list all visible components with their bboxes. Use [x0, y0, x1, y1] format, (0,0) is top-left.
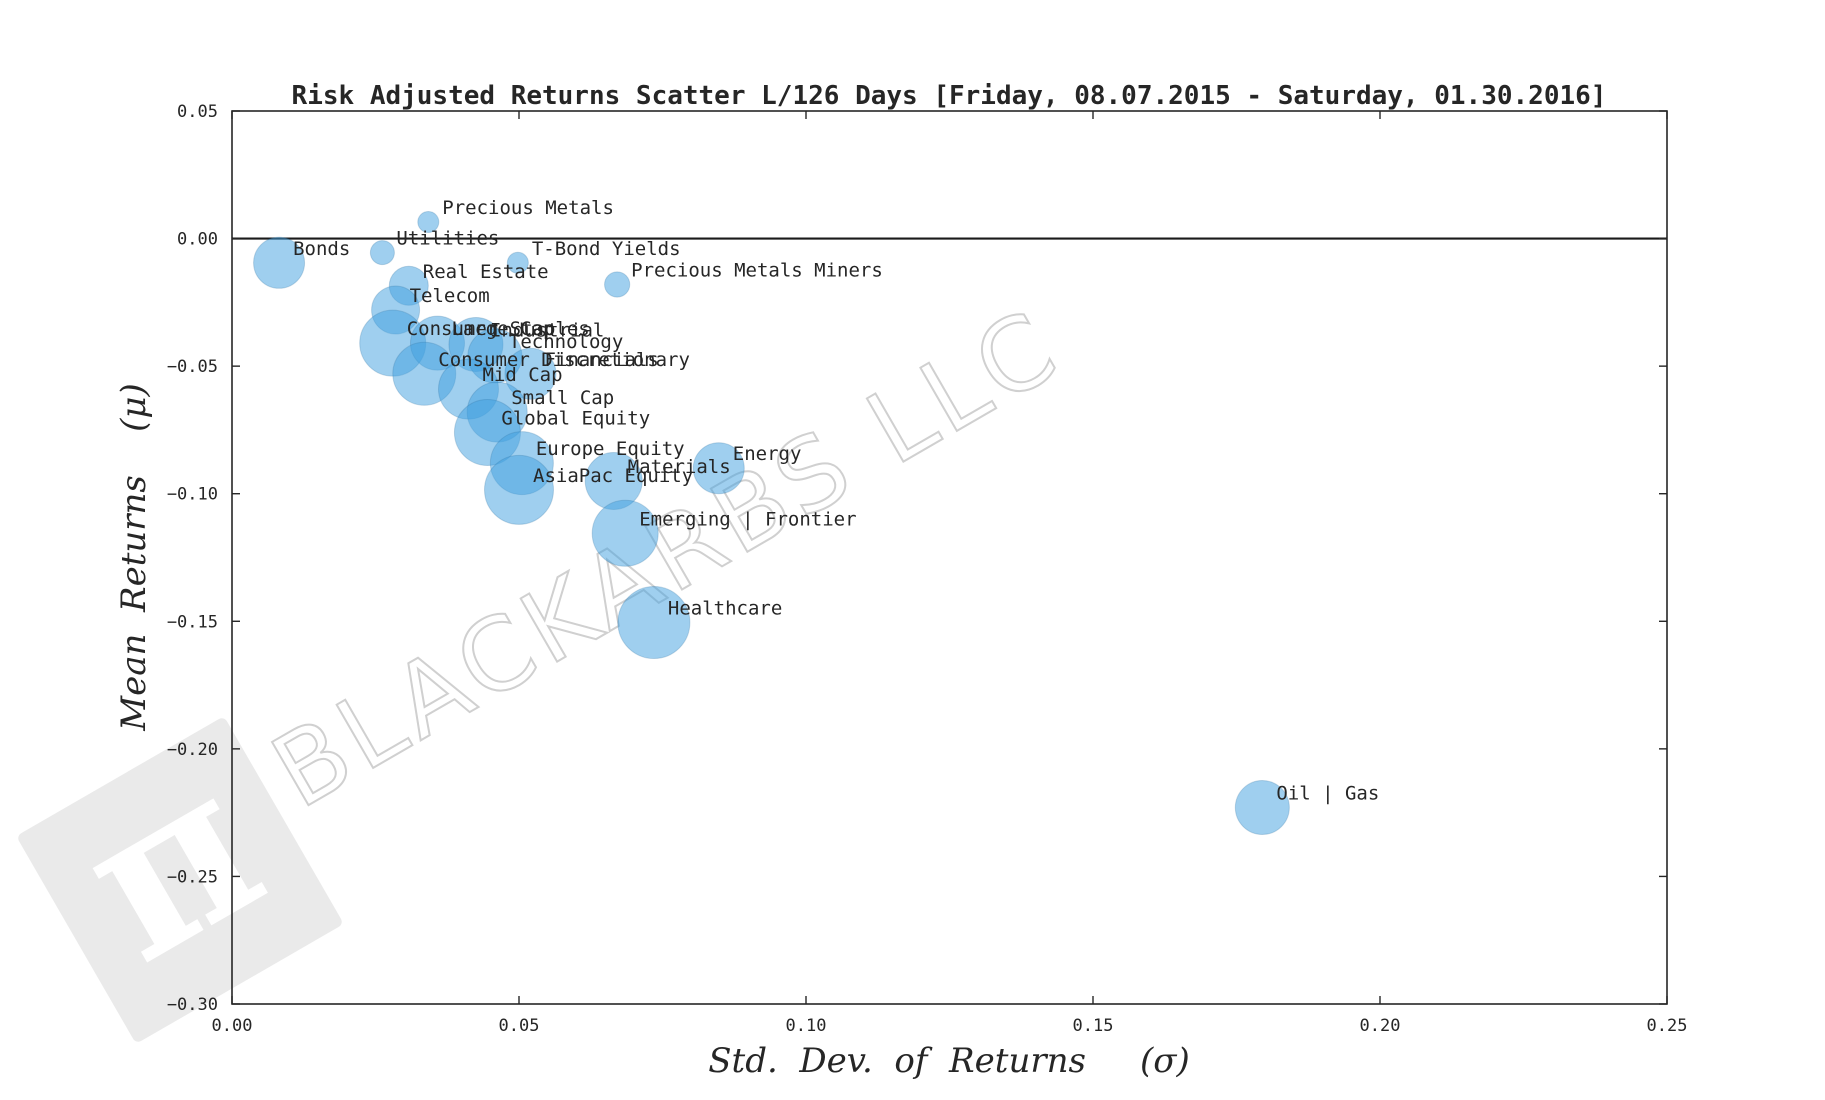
data-point-label: Large Cap [451, 318, 554, 340]
x-tick-label: 0.20 [1360, 1016, 1401, 1036]
data-point-label: Precious Metals Miners [631, 259, 883, 281]
y-tick-label: −0.05 [167, 357, 218, 377]
data-point-label: Utilities [396, 228, 499, 250]
y-tick-label: 0.05 [177, 102, 218, 122]
scatter-bubbles [253, 210, 1290, 836]
data-point-label: Real Estate [423, 261, 549, 283]
data-point-bubble [692, 442, 745, 495]
x-tick-label: 0.25 [1647, 1016, 1688, 1036]
data-point-label: AsiaPac Equity [533, 465, 693, 487]
y-tick-label: 0.00 [177, 230, 218, 250]
data-point-label: Industrial [490, 319, 604, 341]
data-point-label: Small Cap [511, 387, 614, 409]
data-point-label: Healthcare [668, 598, 782, 620]
data-point-bubble [604, 271, 631, 298]
data-point-bubble [484, 454, 554, 525]
x-tick-label: 0.00 [212, 1016, 253, 1036]
data-point-label: Bonds [293, 238, 350, 260]
data-point-label: Global Equity [501, 407, 650, 429]
data-point-bubble [617, 586, 691, 660]
x-tick-label: 0.15 [1073, 1016, 1114, 1036]
point-labels: Precious Metals Utilities Bonds T-Bond Yiel… [293, 197, 1379, 805]
y-tick-label: −0.20 [167, 740, 218, 760]
data-point-bubble [1234, 780, 1290, 836]
y-tick-label: −0.15 [167, 612, 218, 632]
x-axis-ticks: 0.00 0.05 0.10 0.15 0.20 0.25 [212, 111, 1688, 1036]
data-point-label: Europe Equity [536, 438, 685, 460]
y-axis-label: Mean Returns (μ) [114, 383, 154, 731]
data-point-label: Consumer Staples [407, 318, 590, 340]
data-point-bubble [504, 347, 557, 400]
data-point-label: Consumer Discretionary [438, 349, 690, 371]
data-point-label: Telecom [410, 285, 490, 307]
plot-area-frame [231, 110, 1668, 1005]
data-point-label: Materials [628, 456, 731, 478]
data-point-bubble [417, 210, 440, 233]
data-point-bubble [506, 251, 529, 274]
data-point-label: Technology [509, 331, 623, 353]
data-point-label: Financials [544, 349, 658, 371]
data-point-label: Energy [733, 443, 802, 465]
x-axis-label: Std. Dev. of Returns (σ) [708, 1041, 1189, 1081]
data-point-label: Mid Cap [482, 364, 562, 386]
y-tick-label: −0.30 [167, 995, 218, 1015]
data-point-label: T-Bond Yields [532, 238, 681, 260]
data-point-label: Precious Metals [442, 197, 614, 219]
data-point-bubble [369, 240, 395, 266]
chart-title: Risk Adjusted Returns Scatter L/126 Days… [292, 81, 1607, 111]
data-point-label: Oil | Gas [1276, 783, 1379, 805]
x-tick-label: 0.05 [499, 1016, 540, 1036]
y-axis-ticks: 0.05 0.00 −0.05 −0.10 −0.15 −0.20 −0.25 −0.30 [167, 102, 1667, 1015]
data-point-bubble [591, 499, 659, 567]
y-tick-label: −0.10 [167, 485, 218, 505]
data-point-bubble [253, 236, 306, 289]
y-tick-label: −0.25 [167, 867, 218, 887]
data-point-label: Emerging | Frontier [639, 508, 856, 530]
x-tick-label: 0.10 [786, 1016, 827, 1036]
